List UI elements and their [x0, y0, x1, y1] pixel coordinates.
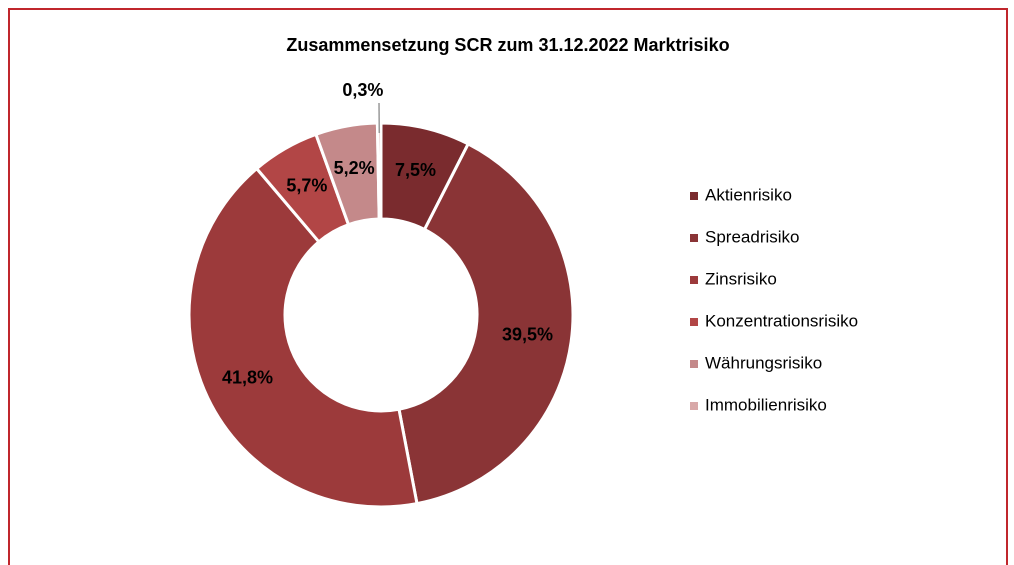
legend-label: Konzentrationsrisiko: [705, 311, 858, 330]
data-label: 0,3%: [342, 80, 383, 100]
legend-label: Spreadrisiko: [705, 227, 800, 246]
frame: [8, 8, 1008, 565]
data-label: 5,2%: [334, 158, 375, 178]
donut-slice: [187, 166, 419, 509]
chart-title: Zusammensetzung SCR zum 31.12.2022 Markt…: [286, 35, 729, 55]
legend-swatch: [690, 318, 698, 326]
donut-slice: [375, 121, 383, 221]
data-label: 5,7%: [286, 176, 327, 196]
data-label: 41,8%: [222, 368, 273, 388]
legend-swatch: [690, 360, 698, 368]
legend-swatch: [690, 402, 698, 410]
donut-slice: [397, 141, 575, 506]
legend-swatch: [690, 234, 698, 242]
legend-swatch: [690, 276, 698, 284]
data-label: 39,5%: [502, 325, 553, 345]
legend-label: Immobilienrisiko: [705, 395, 827, 414]
legend-label: Aktienrisiko: [705, 185, 792, 204]
legend-swatch: [690, 192, 698, 200]
data-label: 7,5%: [395, 160, 436, 180]
legend-label: Zinsrisiko: [705, 269, 777, 288]
legend-label: Währungsrisiko: [705, 353, 822, 372]
